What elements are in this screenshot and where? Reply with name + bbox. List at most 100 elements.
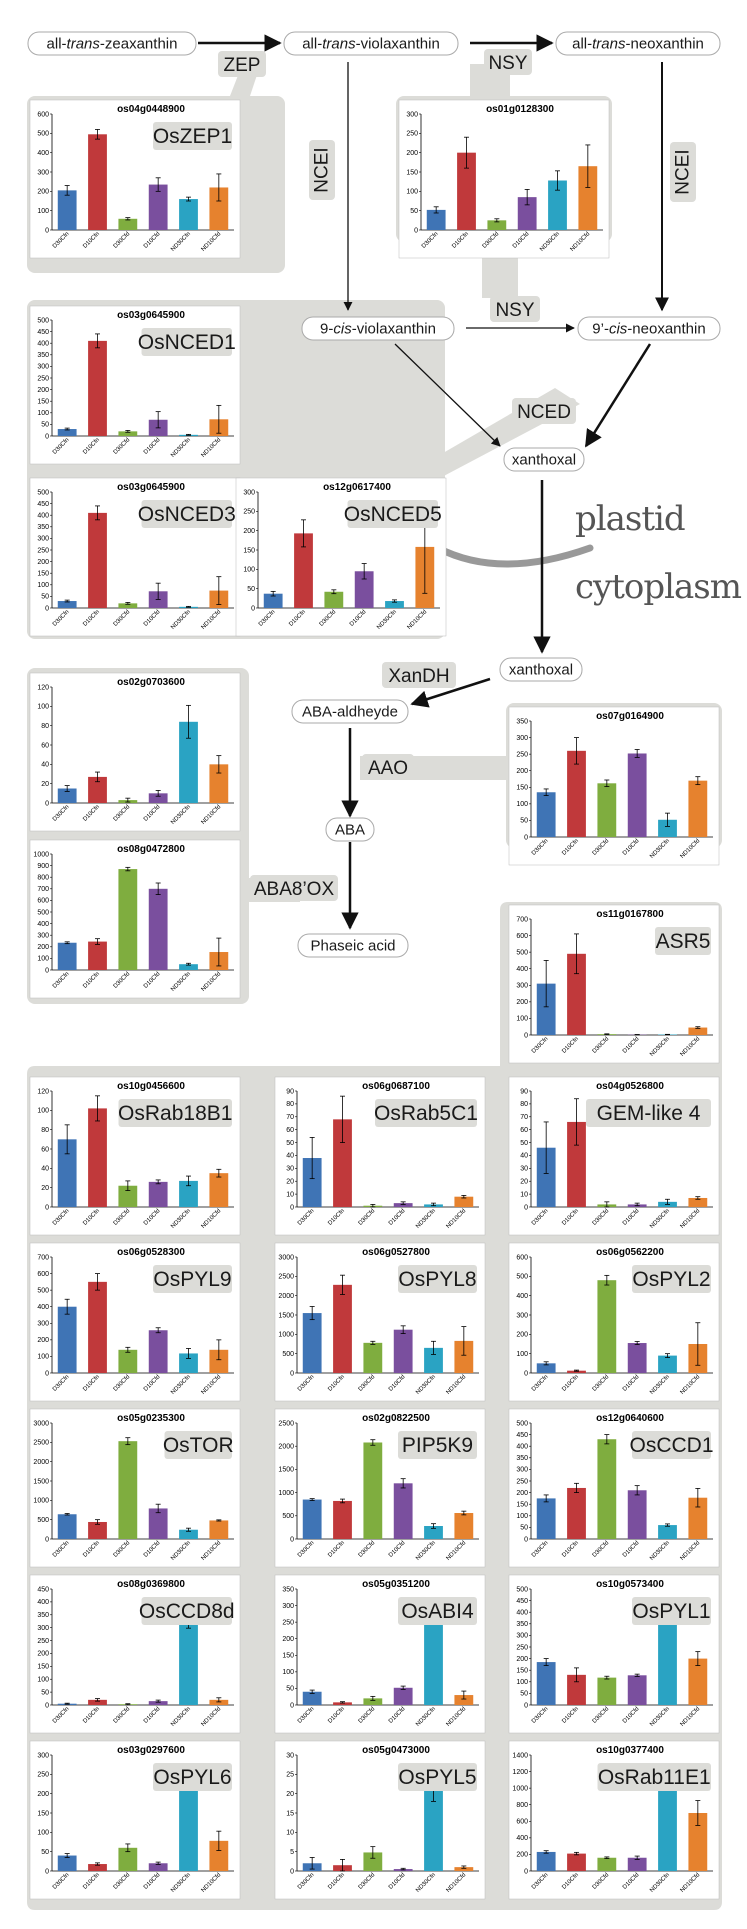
enzyme-zep: ZEP	[224, 55, 261, 76]
bar-ND10Cfd	[688, 1027, 708, 1035]
y-tick-label: 0	[524, 1536, 528, 1543]
bar-ND30Cfn	[179, 1781, 198, 1871]
y-tick-label: 40	[520, 1153, 528, 1160]
bar-D30Cfd	[597, 1677, 617, 1705]
y-tick-label: 100	[406, 189, 418, 196]
protein-label: OsNCED5	[344, 503, 442, 526]
enzyme-ncei-left-box	[309, 140, 335, 200]
bar-ND30Cfn	[385, 601, 404, 608]
bar-D30Cfn	[57, 1139, 77, 1207]
y-tick-label: 800	[37, 875, 49, 882]
y-tick-label: 700	[37, 1254, 49, 1261]
bar-ND10Cfd	[688, 780, 708, 837]
y-tick-label: 600	[516, 1819, 528, 1826]
protein-label: OsPYL5	[398, 1766, 476, 1789]
gene-id: os02g0822500	[362, 1413, 430, 1424]
y-tick-label: 250	[406, 131, 418, 138]
enzyme-zep-box	[218, 51, 266, 77]
chart-frame	[398, 99, 610, 259]
protein-label-box	[153, 1265, 232, 1293]
y-tick-label: 400	[37, 513, 49, 520]
y-tick-label: 60	[41, 742, 49, 749]
y-tick-label: 150	[516, 1502, 528, 1509]
bar-D30Cfd	[363, 1442, 383, 1539]
y-tick-label: 100	[37, 1677, 49, 1684]
protein-label: OsNCED3	[138, 503, 236, 526]
bar-D10Cfn	[88, 776, 107, 803]
y-tick-label: 450	[37, 1586, 49, 1593]
y-tick-label: 3000	[33, 1420, 49, 1427]
y-tick-label: 300	[37, 169, 49, 176]
bar-D10Cfd	[148, 1330, 168, 1373]
protein-label: OsTOR	[163, 1434, 234, 1457]
bar-ND30Cfn	[179, 1353, 198, 1373]
y-tick-label: 300	[37, 1625, 49, 1632]
bar-ND30Cfn	[548, 180, 567, 230]
y-tick-label: 400	[37, 150, 49, 157]
gene-id: os03g0645900	[117, 482, 185, 493]
protein-label-box	[164, 1431, 232, 1459]
y-tick-label: 2500	[278, 1274, 294, 1281]
y-tick-label: 100	[37, 582, 49, 589]
y-tick-label: 0	[524, 1370, 528, 1377]
y-tick-label: 300	[243, 489, 255, 496]
node-aba-aldehyde: ABA-aldheyde	[302, 704, 398, 721]
y-tick-label: 20	[41, 781, 49, 788]
y-tick-label: 200	[37, 1651, 49, 1658]
enzyme-aba8ox: ABA8’OX	[254, 879, 335, 900]
bar-ND30Cfn	[179, 1529, 198, 1539]
enzyme-nced: NCED	[517, 402, 571, 423]
bar-ND30Cfn	[658, 1609, 677, 1705]
protein-label: PIP5K9	[402, 1434, 473, 1457]
y-tick-label: 1400	[512, 1752, 528, 1759]
bar-ND10Cfd	[454, 1196, 474, 1207]
y-tick-label: 50	[520, 1525, 528, 1532]
node-phaseic: Phaseic acid	[310, 938, 395, 955]
bar-ND30Cfn	[424, 1789, 443, 1871]
node-neoxanthin-box	[555, 31, 721, 56]
bar-D10Cfd	[393, 1203, 413, 1207]
node-xanthoxal-plastid-box	[503, 447, 585, 472]
y-tick-label: 10	[286, 1830, 294, 1837]
y-tick-label: 100	[516, 1351, 528, 1358]
bar-D10Cfd	[148, 1181, 168, 1207]
node-xanthoxal-plastid: xanthoxal	[512, 452, 576, 469]
bar-ND10Cfd	[454, 1513, 474, 1539]
y-tick-label: 500	[37, 909, 49, 916]
gene-id: os01g0128300	[486, 104, 554, 115]
bar-D30Cfd	[487, 220, 507, 230]
y-tick-label: 200	[516, 1490, 528, 1497]
bar-D30Cfn	[536, 792, 556, 837]
y-tick-label: 200	[516, 1656, 528, 1663]
y-tick-label: 100	[282, 1669, 294, 1676]
y-tick-label: 300	[37, 536, 49, 543]
y-tick-label: 200	[37, 559, 49, 566]
node-phaseic-box	[297, 933, 409, 958]
y-tick-label: 1000	[33, 1498, 49, 1505]
y-tick-label: 50	[410, 208, 418, 215]
bar-D30Cfd	[597, 1280, 617, 1373]
bar-ND30Cfn	[658, 819, 677, 837]
y-tick-label: 400	[37, 921, 49, 928]
bar-D10Cfn	[567, 1853, 586, 1871]
bar-D30Cfn	[57, 1514, 77, 1539]
bar-ND30Cfn	[179, 199, 198, 230]
y-tick-label: 200	[243, 528, 255, 535]
node-xanthoxal-cyto-box	[499, 657, 583, 682]
y-tick-label: 300	[516, 1467, 528, 1474]
bar-D10Cfn	[88, 134, 107, 230]
enzyme-xandh: XanDH	[388, 666, 449, 687]
bar-D30Cfd	[363, 1342, 383, 1373]
bar-D30Cfd	[118, 1349, 138, 1373]
y-tick-label: 350	[37, 524, 49, 531]
bar-D30Cfn	[536, 1498, 556, 1539]
y-tick-label: 15	[286, 1810, 294, 1817]
y-tick-label: 50	[41, 594, 49, 601]
y-tick-label: 1500	[278, 1312, 294, 1319]
y-tick-label: 350	[516, 718, 528, 725]
